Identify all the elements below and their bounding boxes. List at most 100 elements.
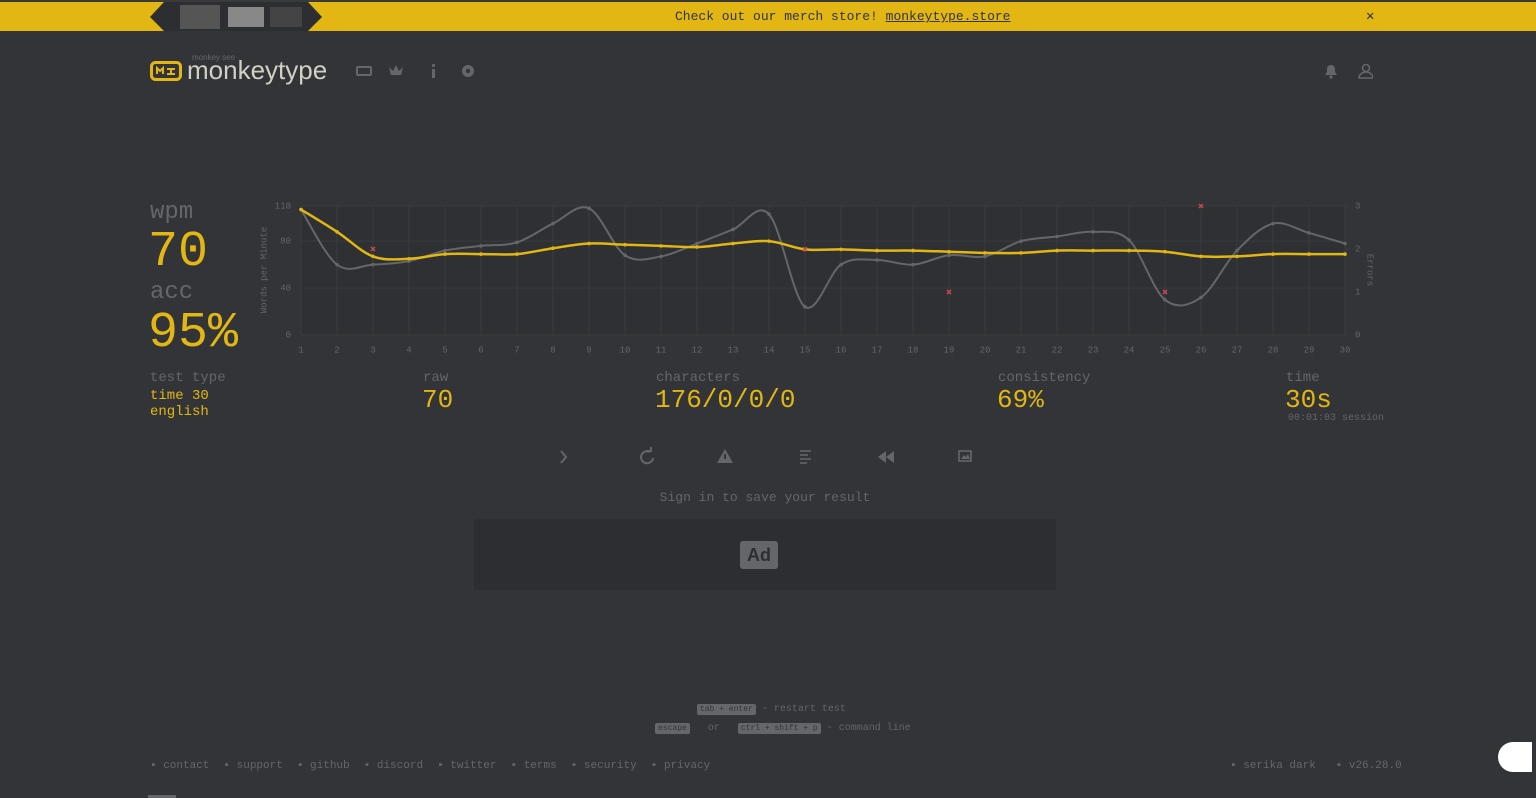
floating-widget[interactable] xyxy=(1498,742,1532,772)
banner-link[interactable]: monkeytype.store xyxy=(885,9,1011,24)
consistency-label: consistency xyxy=(998,370,1091,386)
footer-link[interactable]: ▪ twitter xyxy=(437,760,497,772)
test-language: english xyxy=(150,404,209,420)
footer-link-text[interactable]: github xyxy=(310,760,350,772)
footer-links: ▪ contact ▪ support ▪ github ▪ discord ▪… xyxy=(150,760,710,772)
x-tick-label: 3 xyxy=(370,345,375,355)
x-tick-label: 20 xyxy=(980,345,991,355)
footer-link[interactable]: ▪ contact xyxy=(150,760,210,772)
footer-link[interactable]: ▪ terms xyxy=(510,760,557,772)
data-point xyxy=(947,249,951,254)
hint-command: escape or ctrl + shift + p - command lin… xyxy=(655,723,911,734)
hint-text: - restart test xyxy=(761,704,846,715)
data-point xyxy=(587,206,591,211)
data-point xyxy=(479,244,483,248)
y-tick-label: 40 xyxy=(280,283,291,293)
x-tick-label: 19 xyxy=(944,345,955,355)
footer-link[interactable]: ▪ support xyxy=(223,760,283,772)
x-tick-label: 4 xyxy=(406,345,411,355)
nav-icons[interactable] xyxy=(355,63,480,79)
data-point xyxy=(875,248,879,253)
hint-or: or xyxy=(707,723,720,734)
acc-value: 95% xyxy=(148,305,239,362)
x-tick-label: 16 xyxy=(836,345,847,355)
merch-image[interactable] xyxy=(150,2,322,31)
wpm-value: 70 xyxy=(148,224,209,281)
consistency-value: 69% xyxy=(997,385,1044,415)
theme-name[interactable]: serika dark xyxy=(1243,760,1316,772)
logo-icon[interactable] xyxy=(150,61,182,81)
account-icons[interactable] xyxy=(1323,63,1373,79)
raw-value: 70 xyxy=(422,385,454,415)
x-tick-label: 26 xyxy=(1196,345,1207,355)
data-point xyxy=(695,241,699,246)
footer-link-text[interactable]: support xyxy=(236,760,283,772)
wpm-label: wpm xyxy=(150,199,194,226)
data-point xyxy=(1163,298,1167,302)
data-point xyxy=(839,262,843,267)
data-point xyxy=(1019,239,1023,243)
data-point xyxy=(911,248,915,253)
error-marker xyxy=(370,246,376,252)
data-point xyxy=(839,247,843,252)
footer-link[interactable]: ▪ discord xyxy=(363,760,424,772)
data-point xyxy=(767,212,771,217)
test-type-value: time 30 xyxy=(150,388,209,404)
data-point xyxy=(731,227,735,232)
footer-link[interactable]: ▪ github xyxy=(296,760,350,772)
version[interactable]: v26.28.0 xyxy=(1348,760,1402,772)
data-point xyxy=(551,246,555,251)
x-tick-label: 7 xyxy=(514,345,519,355)
x-tick-label: 6 xyxy=(478,345,483,355)
y-tick-label: 80 xyxy=(280,237,291,247)
data-point xyxy=(1271,252,1275,256)
data-point xyxy=(983,251,987,255)
data-point xyxy=(1235,248,1239,253)
footer-link-text[interactable]: security xyxy=(583,760,637,772)
data-point xyxy=(551,221,555,226)
test-type-label: test type xyxy=(150,370,226,386)
y2-tick-label: 1 xyxy=(1355,287,1360,297)
footer-link[interactable]: ▪ privacy xyxy=(650,760,711,772)
x-tick-label: 30 xyxy=(1340,345,1351,355)
banner-close[interactable]: ✕ xyxy=(1366,9,1375,25)
footer-link[interactable]: ▪ security xyxy=(570,760,637,772)
footer-link-text[interactable]: privacy xyxy=(663,760,711,772)
footer-link-text[interactable]: contact xyxy=(163,760,210,772)
data-point xyxy=(587,241,591,246)
result-buttons[interactable] xyxy=(550,446,980,468)
x-tick-label: 2 xyxy=(334,345,339,355)
characters-label: characters xyxy=(656,370,741,386)
x-tick-label: 18 xyxy=(908,345,919,355)
data-point xyxy=(1271,221,1275,226)
x-tick-label: 25 xyxy=(1160,345,1171,355)
y-tick-label: 0 xyxy=(286,330,291,340)
y2-tick-label: 0 xyxy=(1355,330,1360,340)
sign-in-note[interactable]: Sign in to save your result xyxy=(659,490,871,505)
error-marker xyxy=(946,289,952,295)
x-tick-label: 29 xyxy=(1304,345,1315,355)
data-point xyxy=(1055,248,1059,253)
hint-restart: tab + enter - restart test xyxy=(697,704,846,715)
data-point xyxy=(1163,249,1167,254)
x-tick-label: 9 xyxy=(586,345,591,355)
data-point xyxy=(479,252,483,256)
logo-text[interactable]: monkeytype xyxy=(187,55,328,85)
data-point xyxy=(1343,241,1347,246)
data-point xyxy=(875,258,879,262)
data-point xyxy=(1235,254,1239,259)
footer-link-text[interactable]: terms xyxy=(523,760,557,772)
data-point xyxy=(1055,234,1059,239)
x-tick-label: 1 xyxy=(298,345,303,355)
data-point xyxy=(659,244,663,248)
ad-badge: Ad xyxy=(740,541,778,569)
characters-value: 176/0/0/0 xyxy=(655,385,796,415)
data-point xyxy=(1307,252,1311,256)
footer-link-text[interactable]: discord xyxy=(376,760,424,772)
data-point xyxy=(335,230,339,234)
data-point xyxy=(1199,295,1203,300)
x-tick-label: 10 xyxy=(620,345,631,355)
footer-link-text[interactable]: twitter xyxy=(450,760,497,772)
